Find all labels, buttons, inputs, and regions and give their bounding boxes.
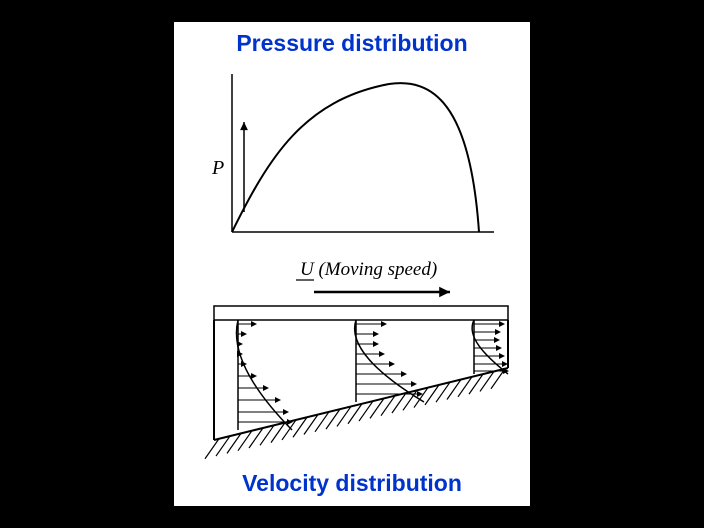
diagram-card: Pressure distribution PU (Moving speed) … <box>174 22 530 506</box>
svg-text:P: P <box>211 157 224 179</box>
svg-text:U (Moving speed): U (Moving speed) <box>300 259 437 280</box>
title-velocity: Velocity distribution <box>174 470 530 497</box>
diagram-svg: P U (Moving speed) <box>174 22 530 506</box>
